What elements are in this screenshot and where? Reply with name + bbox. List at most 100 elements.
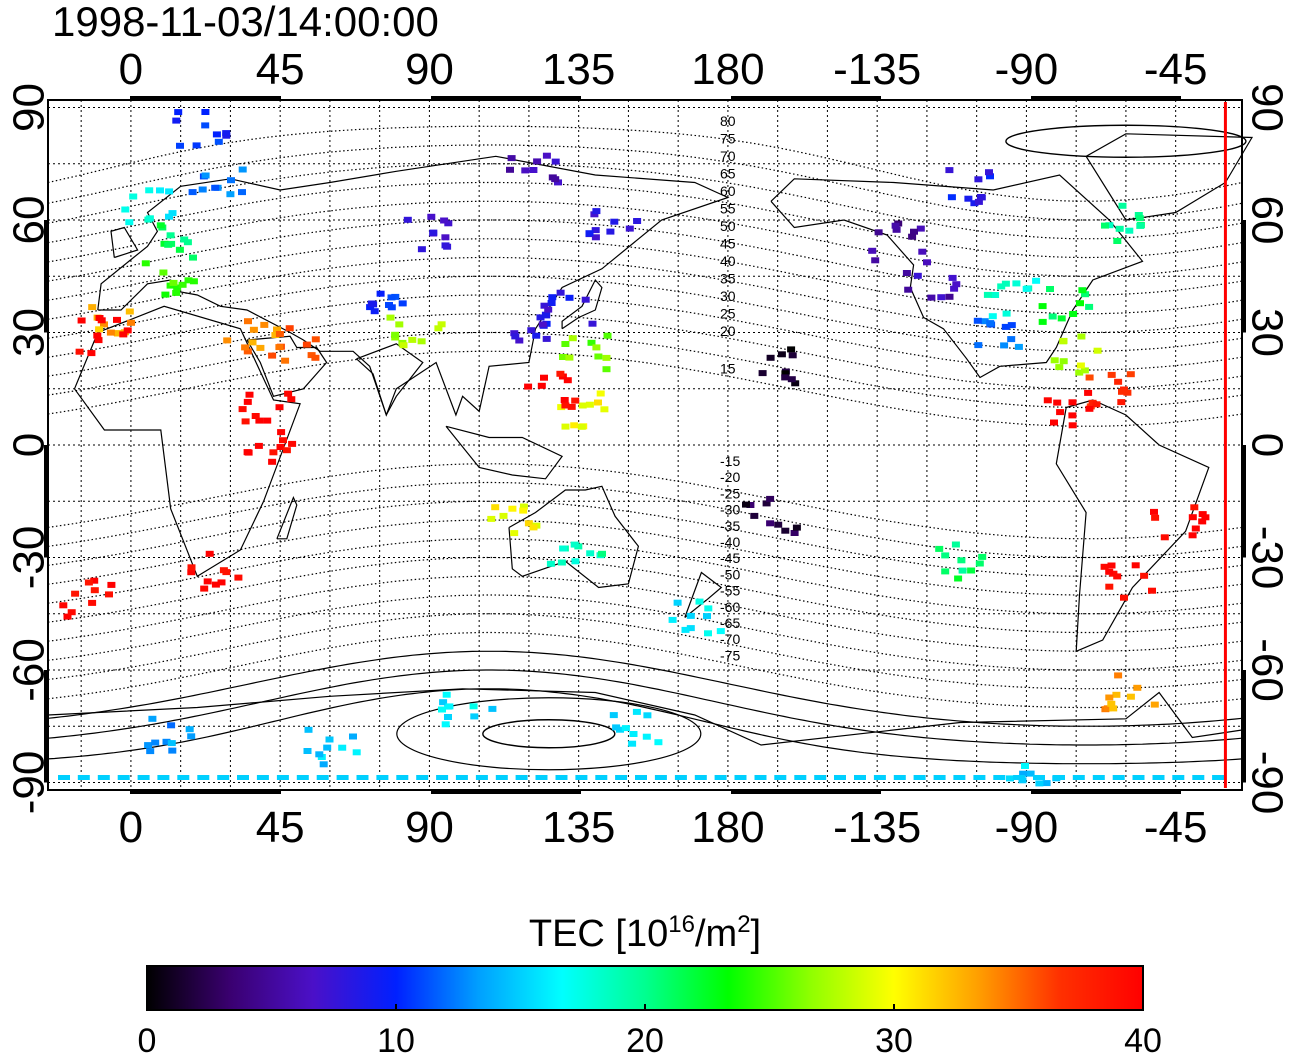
tec-cell	[774, 775, 787, 780]
contour-line	[47, 650, 1243, 727]
tec-cell	[1053, 775, 1065, 780]
tec-cell	[1078, 287, 1087, 294]
tec-cell	[1007, 336, 1016, 343]
tec-cell	[67, 609, 76, 616]
tec-cell	[945, 293, 954, 300]
tec-cell	[123, 327, 132, 334]
tec-cell	[1001, 280, 1010, 287]
tec-cell	[119, 331, 128, 338]
frame-bar-right	[1241, 670, 1246, 783]
contour-label: -55	[720, 583, 740, 599]
tec-cell	[223, 337, 232, 344]
tec-cell	[571, 397, 580, 404]
coastline-path	[508, 485, 640, 589]
tec-cell	[524, 383, 533, 390]
contour-label: -70	[720, 631, 740, 647]
tec-cell	[243, 348, 252, 355]
tec-cell	[488, 705, 497, 712]
tec-cell	[507, 155, 516, 162]
tec-cell	[277, 429, 286, 436]
tec-cell	[948, 274, 957, 281]
tec-cell	[1007, 322, 1016, 329]
tec-cell	[167, 740, 176, 747]
contour-label: 50	[720, 218, 736, 234]
tec-cell	[546, 560, 555, 567]
tec-cell	[1136, 222, 1145, 229]
tec-cell	[88, 599, 97, 606]
south-pole-contour-inner	[482, 719, 616, 749]
tec-cell	[386, 314, 395, 321]
tec-cell	[854, 775, 866, 780]
coastline-path	[73, 305, 301, 578]
tec-cell	[603, 332, 612, 339]
tec-cell	[396, 775, 409, 780]
lon-tick-top: 45	[256, 45, 305, 94]
tec-cell	[408, 336, 417, 343]
tec-cell	[950, 285, 959, 292]
tec-cell	[100, 321, 108, 328]
tec-cell	[777, 351, 786, 358]
tec-cell	[714, 775, 727, 780]
tec-cell	[609, 712, 618, 719]
tec-cell	[129, 193, 138, 200]
tec-cell	[169, 279, 178, 286]
lat-tick-left: 30	[4, 308, 53, 357]
tec-cell	[606, 228, 615, 235]
lat-tick-right: 90	[1243, 83, 1292, 132]
tec-cell	[1048, 313, 1057, 320]
tec-cell	[442, 691, 451, 698]
tec-cell	[1081, 291, 1090, 298]
tec-cell	[762, 500, 771, 507]
lon-tick-bottom: 180	[691, 803, 764, 852]
tec-cell	[1093, 347, 1102, 354]
tec-cell	[958, 567, 967, 574]
tec-cell	[315, 751, 324, 758]
contour-label: 30	[720, 288, 736, 304]
tec-cell	[1192, 775, 1205, 780]
colorbar-label-exponent2: 2	[737, 911, 750, 938]
tec-cell	[316, 775, 329, 780]
tec-cell	[1072, 775, 1085, 780]
tec-cell	[222, 569, 231, 576]
tec-cell	[1113, 238, 1122, 244]
tec-cell	[1092, 401, 1101, 408]
tec-cell	[1021, 763, 1029, 769]
tec-cell	[535, 775, 548, 780]
tec-cell	[244, 318, 252, 325]
tec-cell	[628, 740, 637, 747]
tec-cell	[157, 775, 170, 780]
tec-cell	[893, 775, 906, 780]
tec-cell	[75, 348, 84, 355]
tec-cell	[978, 553, 987, 560]
tec-cell	[834, 775, 846, 780]
tec-cell	[615, 775, 628, 780]
contour-label: -40	[720, 534, 740, 550]
tec-cell	[519, 507, 528, 514]
tec-cell	[137, 775, 150, 780]
tec-cell	[1118, 202, 1127, 209]
tec-cell	[1084, 389, 1093, 396]
tec-cell	[515, 775, 528, 780]
contour-label: -60	[720, 599, 740, 615]
tec-cell	[238, 166, 247, 173]
tec-cell	[933, 775, 946, 780]
tec-cell	[1126, 371, 1135, 378]
colorbar-label-prefix: TEC [10	[529, 913, 668, 955]
tec-cell	[187, 733, 196, 740]
tec-cell	[554, 179, 562, 186]
tec-cell	[1117, 399, 1126, 406]
tec-cell	[654, 739, 663, 746]
contour-label: 25	[720, 306, 736, 322]
tec-cell	[275, 331, 284, 337]
tec-cell	[974, 176, 983, 183]
coastline-path	[1055, 399, 1210, 653]
colorbar-tick-label: 0	[138, 1022, 157, 1057]
lon-tick-top: -135	[833, 45, 921, 94]
tec-cell	[977, 194, 986, 201]
tec-cell	[594, 399, 602, 406]
tec-cell	[781, 374, 790, 381]
tec-cell	[1107, 562, 1116, 569]
tec-cell	[275, 344, 284, 351]
tec-cell	[1112, 691, 1121, 698]
lat-tick-left: -30	[4, 526, 53, 590]
